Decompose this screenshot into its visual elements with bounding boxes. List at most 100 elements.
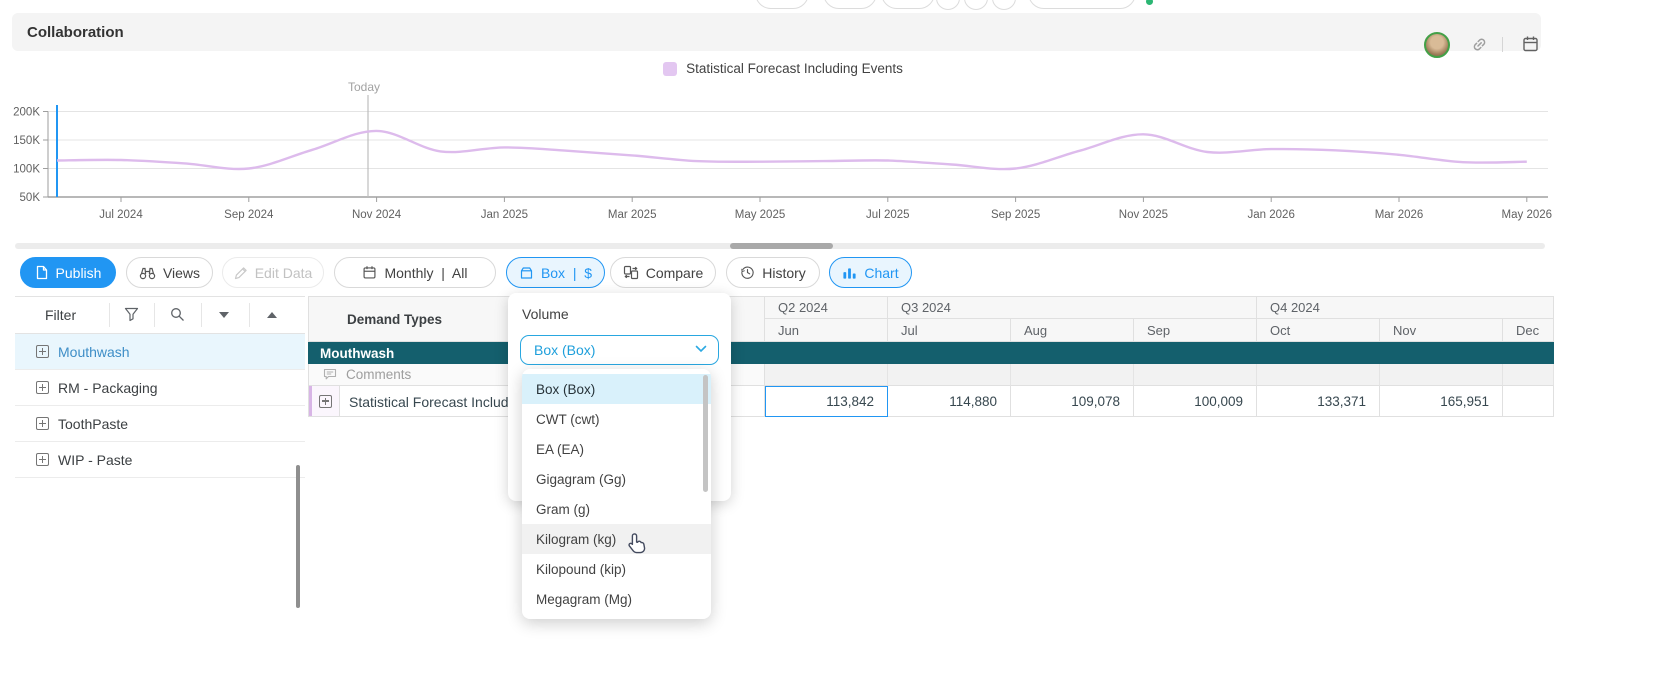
sidebar-item-wip-paste[interactable]: WIP - Paste	[15, 442, 305, 478]
value-cell-aug[interactable]: 109,078	[1011, 386, 1134, 417]
expand-plus-icon[interactable]	[36, 381, 49, 394]
series-color-stripe	[309, 386, 312, 416]
x-axis-label: May 2026	[1502, 209, 1553, 221]
chart-horizontal-scrollbar-thumb[interactable]	[730, 243, 833, 249]
x-axis-label: Nov 2024	[352, 209, 402, 221]
group-row-mouthwash[interactable]: Mouthwash	[308, 342, 1554, 364]
calendar-icon[interactable]	[1522, 35, 1539, 53]
binoculars-icon	[139, 267, 156, 279]
comment-cell[interactable]	[765, 364, 888, 386]
compare-button[interactable]: Compare	[610, 257, 716, 288]
sidebar-item-mouthwash[interactable]: Mouthwash	[15, 334, 305, 370]
quarter-header: Q2 2024	[765, 296, 888, 319]
partial-toolbar-button[interactable]	[755, 0, 809, 9]
x-axis-label: May 2025	[735, 209, 786, 221]
comment-cell[interactable]	[1380, 364, 1503, 386]
sidebar-item-toothpaste[interactable]: ToothPaste	[15, 406, 305, 442]
filter-toolbar: Filter	[15, 296, 305, 334]
chart-toggle-button[interactable]: Chart	[829, 257, 912, 288]
y-axis-label: 200K	[13, 107, 40, 119]
button-label: Box | $	[540, 264, 593, 281]
forecast-line-chart: 200K 150K 100K 50K Jul 2024 Sep 2024 Nov 2024 J…	[13, 80, 1553, 221]
month-header: Oct	[1257, 319, 1380, 342]
box-icon	[520, 266, 533, 279]
x-axis-label: Jul 2024	[99, 209, 143, 221]
expand-plus-icon[interactable]	[36, 453, 49, 466]
value-cell-jul[interactable]: 114,880	[888, 386, 1011, 417]
history-icon	[741, 266, 754, 279]
month-header: Aug	[1011, 319, 1134, 342]
chevron-down-icon	[695, 345, 707, 353]
edit-data-button[interactable]: Edit Data	[222, 257, 324, 288]
expand-all-icon[interactable]	[219, 312, 229, 318]
x-axis-label: Jan 2025	[481, 209, 528, 221]
unit-option-kilopound[interactable]: Kilopound (kip)	[536, 561, 627, 577]
sidebar-vertical-scrollbar-thumb[interactable]	[296, 465, 300, 608]
unit-option-gram[interactable]: Gram (g)	[536, 501, 590, 517]
sidebar-item-label: WIP - Paste	[58, 451, 133, 468]
partial-toolbar-button[interactable]	[881, 0, 935, 9]
comment-bubble-icon	[323, 368, 337, 380]
quarter-header: Q3 2024	[888, 296, 1257, 319]
option-list-scrollbar-thumb[interactable]	[703, 375, 708, 492]
partial-icon-button[interactable]	[964, 0, 988, 10]
comment-cell[interactable]	[888, 364, 1011, 386]
partial-toolbar-button[interactable]	[1028, 0, 1136, 9]
value-cell-jun[interactable]: 113,842	[765, 386, 888, 417]
expand-plus-icon[interactable]	[36, 345, 49, 358]
calendar-icon	[363, 266, 376, 279]
unit-option-gigagram[interactable]: Gigagram (Gg)	[536, 471, 627, 487]
collapse-all-icon[interactable]	[267, 312, 277, 318]
month-header: Dec	[1503, 319, 1554, 342]
views-button[interactable]: Views	[126, 257, 213, 288]
volume-section-label: Volume	[522, 306, 569, 322]
unit-currency-button[interactable]: Box | $	[506, 257, 605, 288]
expand-plus-icon[interactable]	[36, 417, 49, 430]
sidebar-item-rm-packaging[interactable]: RM - Packaging	[15, 370, 305, 406]
value-cell-oct[interactable]: 133,371	[1257, 386, 1380, 417]
time-grain-button[interactable]: Monthly | All	[334, 257, 496, 288]
button-label: History	[762, 264, 806, 281]
unit-select[interactable]: Box (Box)	[520, 335, 719, 365]
funnel-filter-icon[interactable]	[124, 307, 139, 322]
comment-cell[interactable]	[1011, 364, 1134, 386]
sidebar-item-label: RM - Packaging	[58, 379, 158, 396]
unit-option-megagram[interactable]: Megagram (Mg)	[536, 591, 633, 607]
unit-option-box[interactable]: Box (Box)	[522, 374, 711, 404]
x-axis-label: Sep 2025	[991, 209, 1040, 221]
partial-toolbar-button[interactable]	[823, 0, 877, 9]
unit-option-kilogram[interactable]: Kilogram (kg)	[522, 524, 711, 554]
button-label: Chart	[864, 264, 899, 281]
divider	[1502, 37, 1503, 52]
divider	[154, 303, 155, 327]
comment-cell[interactable]	[1257, 364, 1380, 386]
chart-legend-item[interactable]: Statistical Forecast Including Events	[0, 61, 1566, 76]
value-cell-dec[interactable]	[1503, 386, 1554, 417]
user-avatar[interactable]	[1424, 32, 1450, 58]
legend-label: Statistical Forecast Including Events	[686, 61, 903, 76]
expand-plus-icon[interactable]	[319, 394, 332, 408]
link-icon[interactable]	[1470, 35, 1489, 54]
partial-icon-button[interactable]	[992, 0, 1016, 10]
search-icon[interactable]	[170, 307, 185, 322]
history-button[interactable]: History	[726, 257, 820, 288]
button-label: Monthly | All	[384, 264, 468, 281]
button-label: Edit Data	[254, 264, 313, 281]
partial-icon-button[interactable]	[936, 0, 960, 10]
x-axis-label: Jan 2026	[1248, 209, 1295, 221]
divider	[201, 303, 202, 327]
sidebar-item-label: ToothPaste	[58, 415, 129, 432]
unit-option-ea[interactable]: EA (EA)	[536, 441, 585, 457]
comment-cell[interactable]	[1503, 364, 1554, 386]
x-axis-label: Mar 2026	[1375, 209, 1424, 221]
document-icon	[36, 265, 47, 280]
x-axis-label: Nov 2025	[1119, 209, 1168, 221]
comment-cell[interactable]	[1134, 364, 1257, 386]
bar-chart-icon	[843, 267, 856, 279]
value-cell-nov[interactable]: 165,951	[1380, 386, 1503, 417]
unit-option-cwt[interactable]: CWT (cwt)	[536, 411, 600, 427]
publish-button[interactable]: Publish	[20, 257, 116, 288]
value-cell-sep[interactable]: 100,009	[1134, 386, 1257, 417]
expand-cell[interactable]	[312, 386, 340, 416]
button-label: Publish	[55, 264, 102, 281]
